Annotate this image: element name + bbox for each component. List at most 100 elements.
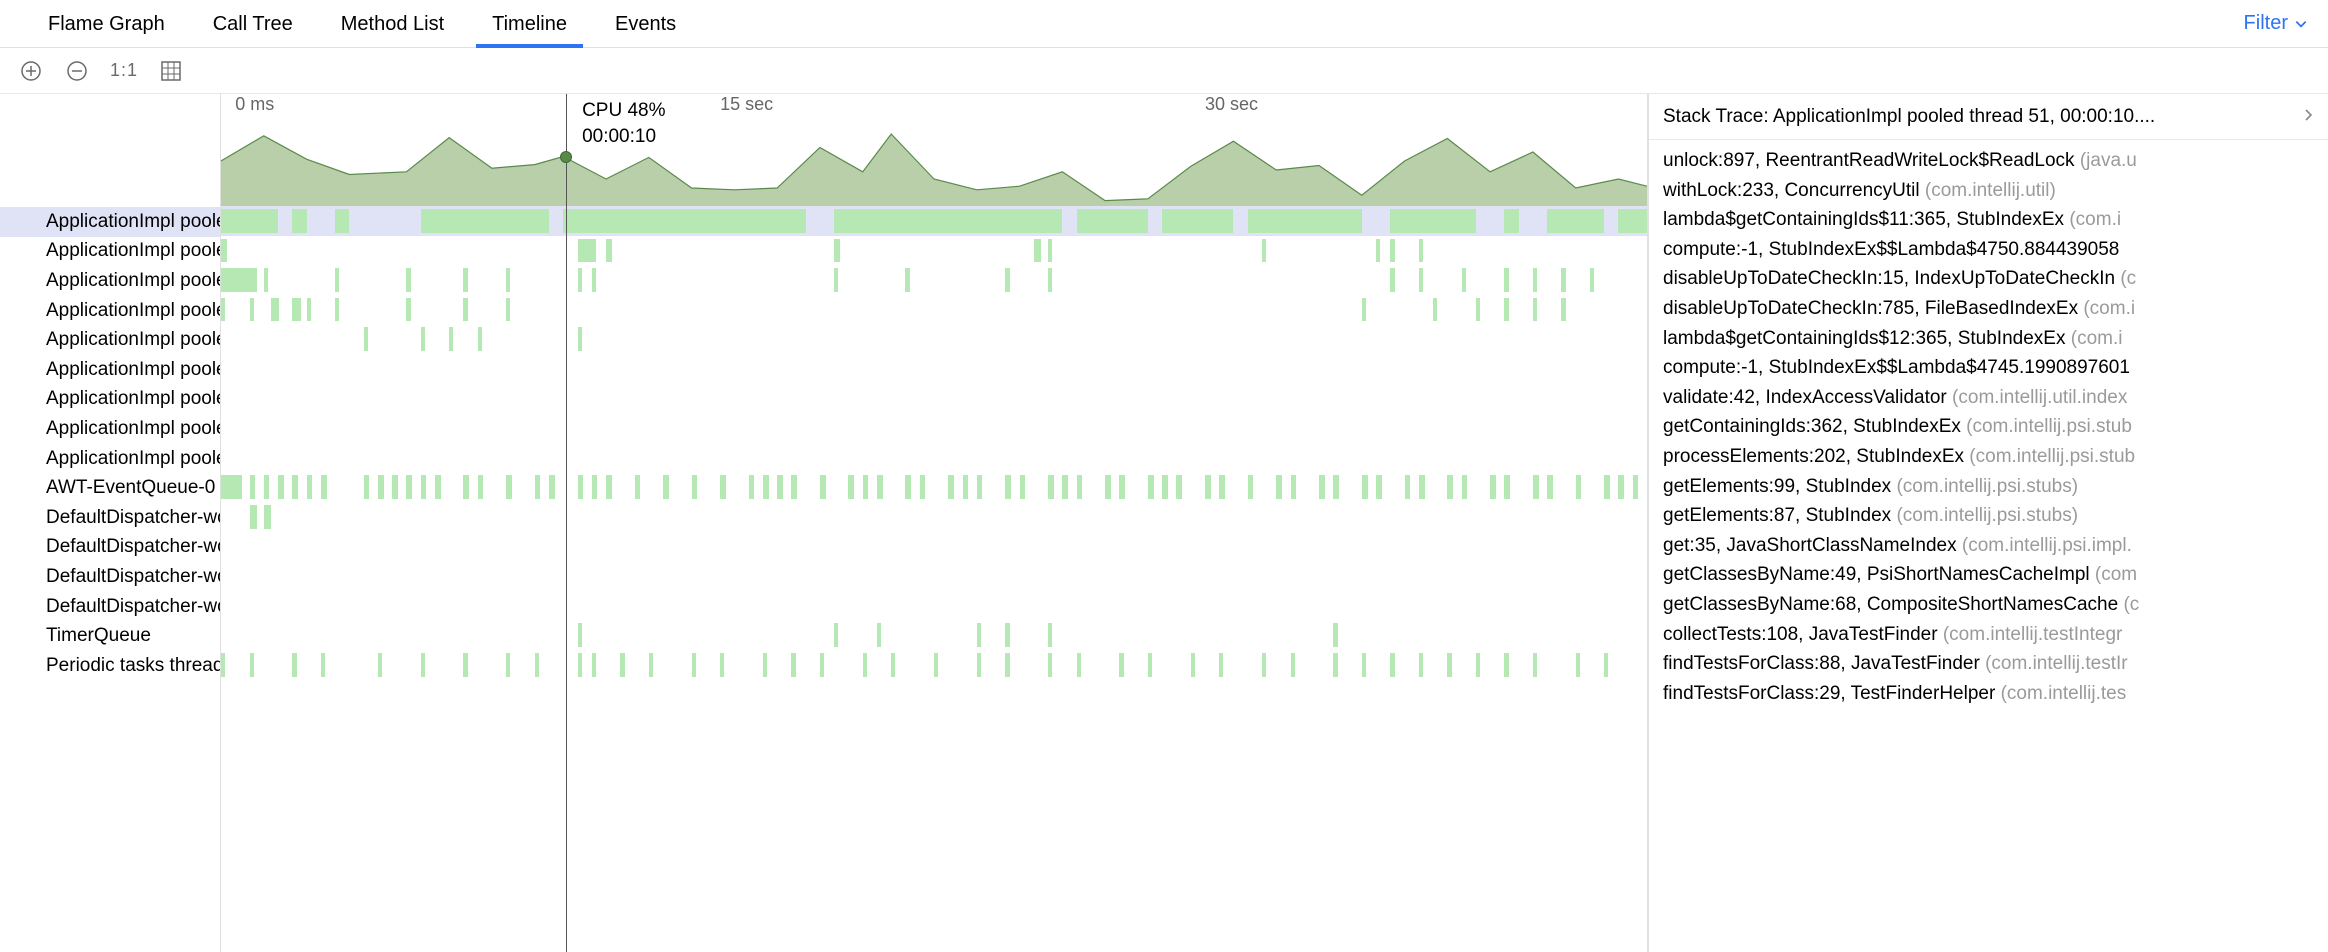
- tab-method-list[interactable]: Method List: [317, 0, 468, 48]
- timeline-canvas[interactable]: 0 ms15 sec30 sec CPU 48% 00:00:10: [220, 94, 1648, 952]
- thread-bars-row[interactable]: [221, 443, 1647, 473]
- stack-frame[interactable]: lambda$getContainingIds$12:365, StubInde…: [1649, 324, 2328, 354]
- thread-label[interactable]: TimerQueue: [0, 621, 220, 651]
- activity-segment: [1533, 653, 1537, 677]
- stack-frame[interactable]: disableUpToDateCheckIn:15, IndexUpToDate…: [1649, 264, 2328, 294]
- activity-segment: [578, 327, 582, 351]
- activity-segment: [1248, 475, 1254, 499]
- activity-segment: [578, 475, 584, 499]
- thread-bars-row[interactable]: [221, 591, 1647, 621]
- thread-bars-row[interactable]: [221, 561, 1647, 591]
- activity-segment: [250, 653, 254, 677]
- stack-frame-list[interactable]: unlock:897, ReentrantReadWriteLock$ReadL…: [1649, 140, 2328, 952]
- thread-bars-row[interactable]: [221, 265, 1647, 295]
- activity-segment: [1561, 298, 1565, 322]
- activity-segment: [1276, 475, 1282, 499]
- activity-segment: [1005, 653, 1009, 677]
- activity-segment: [791, 653, 795, 677]
- thread-label[interactable]: ApplicationImpl poole: [0, 355, 220, 385]
- tab-timeline[interactable]: Timeline: [468, 0, 591, 48]
- activity-segment: [1262, 239, 1266, 263]
- thread-label[interactable]: ApplicationImpl poole: [0, 385, 220, 415]
- thread-bars-row[interactable]: [221, 532, 1647, 562]
- stack-frame[interactable]: getClassesByName:68, CompositeShortNames…: [1649, 590, 2328, 620]
- activity-segment: [749, 475, 755, 499]
- thread-bars-row[interactable]: [221, 324, 1647, 354]
- stack-frame[interactable]: lambda$getContainingIds$11:365, StubInde…: [1649, 205, 2328, 235]
- stack-frame[interactable]: findTestsForClass:29, TestFinderHelper (…: [1649, 679, 2328, 709]
- timeline-toolbar: 1:1: [0, 48, 2328, 94]
- thread-label[interactable]: ApplicationImpl poole: [0, 237, 220, 267]
- activity-segment: [948, 475, 954, 499]
- activity-segment: [1504, 653, 1508, 677]
- stack-frame[interactable]: withLock:233, ConcurrencyUtil (com.intel…: [1649, 176, 2328, 206]
- thread-bars-row[interactable]: [221, 206, 1647, 236]
- thread-label[interactable]: DefaultDispatcher-wo: [0, 562, 220, 592]
- stack-frame[interactable]: getClassesByName:49, PsiShortNamesCacheI…: [1649, 560, 2328, 590]
- tab-flame-graph[interactable]: Flame Graph: [24, 0, 189, 48]
- thread-label[interactable]: ApplicationImpl poole: [0, 207, 220, 237]
- activity-segment: [877, 623, 881, 647]
- thread-bars-row[interactable]: [221, 354, 1647, 384]
- activity-segment: [221, 653, 225, 677]
- activity-segment: [1362, 653, 1366, 677]
- activity-segment: [1219, 653, 1223, 677]
- filter-dropdown[interactable]: Filter: [2244, 12, 2308, 35]
- activity-segment: [378, 475, 384, 499]
- thread-label[interactable]: ApplicationImpl poole: [0, 414, 220, 444]
- activity-segment: [435, 475, 441, 499]
- thread-label[interactable]: AWT-EventQueue-0: [0, 473, 220, 503]
- zoom-out-button[interactable]: [64, 58, 90, 84]
- activity-segment: [1062, 475, 1068, 499]
- thread-label[interactable]: Periodic tasks thread: [0, 651, 220, 681]
- thread-bars-row[interactable]: [221, 413, 1647, 443]
- stack-frame[interactable]: processElements:202, StubIndexEx (com.in…: [1649, 442, 2328, 472]
- activity-segment: [620, 653, 624, 677]
- activity-segment: [1005, 475, 1011, 499]
- activity-segment: [1447, 475, 1453, 499]
- stack-frame[interactable]: unlock:897, ReentrantReadWriteLock$ReadL…: [1649, 146, 2328, 176]
- activity-segment: [1462, 475, 1468, 499]
- stack-frame[interactable]: validate:42, IndexAccessValidator (com.i…: [1649, 383, 2328, 413]
- thread-bars-row[interactable]: [221, 295, 1647, 325]
- timeline-cursor[interactable]: [566, 94, 567, 952]
- activity-segment: [364, 475, 370, 499]
- stack-frame[interactable]: disableUpToDateCheckIn:785, FileBasedInd…: [1649, 294, 2328, 324]
- stack-frame[interactable]: getContainingIds:362, StubIndexEx (com.i…: [1649, 412, 2328, 442]
- stack-frame[interactable]: getElements:87, StubIndex (com.intellij.…: [1649, 501, 2328, 531]
- stack-frame[interactable]: collectTests:108, JavaTestFinder (com.in…: [1649, 620, 2328, 650]
- thread-bars-row[interactable]: [221, 384, 1647, 414]
- tab-events[interactable]: Events: [591, 0, 700, 48]
- thread-bars-row[interactable]: [221, 620, 1647, 650]
- chevron-right-icon[interactable]: [2302, 106, 2314, 128]
- thread-label[interactable]: ApplicationImpl poole: [0, 325, 220, 355]
- thread-label[interactable]: DefaultDispatcher-wo: [0, 592, 220, 622]
- activity-segment: [221, 239, 227, 263]
- stack-frame[interactable]: findTestsForClass:88, JavaTestFinder (co…: [1649, 649, 2328, 679]
- thread-label[interactable]: ApplicationImpl poole: [0, 266, 220, 296]
- thread-label[interactable]: DefaultDispatcher-wo: [0, 533, 220, 563]
- activity-segment: [1576, 653, 1580, 677]
- activity-segment: [506, 298, 510, 322]
- activity-segment: [1419, 653, 1423, 677]
- stack-frame[interactable]: compute:-1, StubIndexEx$$Lambda$4745.199…: [1649, 353, 2328, 383]
- activity-segment: [720, 653, 724, 677]
- thread-label[interactable]: ApplicationImpl poole: [0, 296, 220, 326]
- activity-segment: [1447, 653, 1451, 677]
- activity-segment: [392, 475, 398, 499]
- zoom-reset-button[interactable]: 1:1: [110, 58, 138, 84]
- thread-bars-row[interactable]: [221, 502, 1647, 532]
- activity-segment: [1048, 268, 1052, 292]
- tab-call-tree[interactable]: Call Tree: [189, 0, 317, 48]
- thread-bars-row[interactable]: [221, 472, 1647, 502]
- thread-bars-row[interactable]: [221, 650, 1647, 680]
- thread-label[interactable]: DefaultDispatcher-wo: [0, 503, 220, 533]
- stack-frame[interactable]: compute:-1, StubIndexEx$$Lambda$4750.884…: [1649, 235, 2328, 265]
- stack-frame[interactable]: getElements:99, StubIndex (com.intellij.…: [1649, 472, 2328, 502]
- thread-label[interactable]: ApplicationImpl poole: [0, 444, 220, 474]
- stack-frame[interactable]: get:35, JavaShortClassNameIndex (com.int…: [1649, 531, 2328, 561]
- zoom-in-button[interactable]: [18, 58, 44, 84]
- filter-label: Filter: [2244, 12, 2288, 35]
- fit-grid-button[interactable]: [158, 58, 184, 84]
- thread-bars-row[interactable]: [221, 236, 1647, 266]
